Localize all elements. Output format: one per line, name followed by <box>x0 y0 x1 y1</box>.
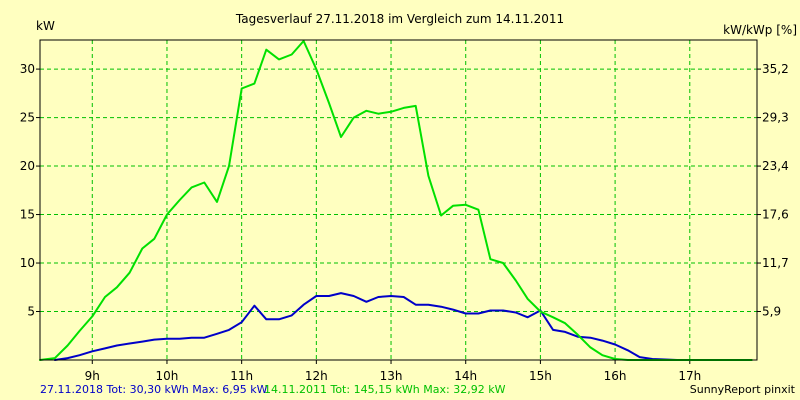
y-left-tick-label: 15 <box>20 208 35 222</box>
x-tick-label: 17h <box>678 369 701 383</box>
footer-series-2018: 27.11.2018 Tot: 30,30 kWh Max: 6,95 kW <box>40 383 268 396</box>
y-left-tick-label: 25 <box>20 111 35 125</box>
y-right-tick-label: 23,4 <box>762 159 789 173</box>
y-right-tick-label: 29,3 <box>762 111 789 125</box>
y-right-tick-label: 17,6 <box>762 208 789 222</box>
chart-title: Tagesverlauf 27.11.2018 im Vergleich zum… <box>235 12 564 26</box>
x-tick-label: 11h <box>230 369 253 383</box>
x-tick-label: 9h <box>85 369 100 383</box>
x-tick-label: 16h <box>604 369 627 383</box>
x-tick-label: 15h <box>529 369 552 383</box>
y-right-tick-label: 11,7 <box>762 256 789 270</box>
right-axis-unit: kW/kWp [%] <box>723 23 797 37</box>
y-left-tick-label: 10 <box>20 256 35 270</box>
footer-series-2011: 14.11.2011 Tot: 145,15 kWh Max: 32,92 kW <box>264 383 506 396</box>
plot-frame <box>39 39 758 361</box>
y-right-tick-label: 35,2 <box>762 62 789 76</box>
series-line-2018 <box>53 292 704 361</box>
x-tick-label: 10h <box>156 369 179 383</box>
left-axis-unit: kW <box>36 19 55 33</box>
y-left-tick-label: 20 <box>20 159 35 173</box>
footer-credit: SunnyReport pinxit <box>690 383 796 396</box>
x-tick-label: 14h <box>454 369 477 383</box>
y-right-tick-label: 5,9 <box>762 305 781 319</box>
y-left-tick-label: 30 <box>20 62 35 76</box>
x-tick-label: 13h <box>380 369 403 383</box>
plot-background <box>40 40 757 360</box>
plot-area: 9h 10h 11h 12h 13h 14h 15h 16h 17h 5 10 15 20 25 30 5,9… <box>20 39 789 383</box>
y-left-tick-label: 5 <box>27 305 35 319</box>
x-tick-label: 12h <box>305 369 328 383</box>
